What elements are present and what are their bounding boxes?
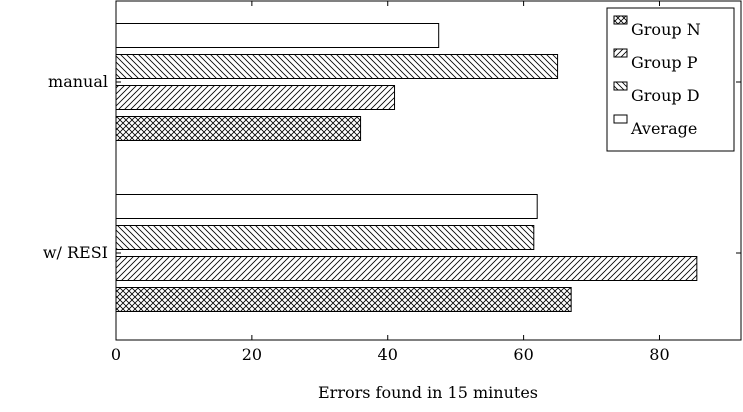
bar-group-p-w-resi <box>115 256 698 281</box>
legend-swatch-group-p <box>613 48 628 58</box>
bar-group-p-manual <box>115 85 396 110</box>
x-tick-label: 0 <box>111 345 121 364</box>
x-tick-label: 40 <box>378 345 398 364</box>
legend-label-group-d: Group D <box>631 86 700 105</box>
x-axis-title: Errors found in 15 minutes <box>318 383 538 402</box>
legend-swatch-group-d <box>613 81 628 91</box>
bar-group-d-manual <box>115 54 559 79</box>
y-axis-ticks: manual w/ RESI <box>43 72 741 262</box>
bar-average-w-resi <box>115 194 538 219</box>
bars <box>115 23 698 312</box>
x-axis-ticks: 0 20 40 60 80 <box>111 1 670 364</box>
legend-swatch-average <box>613 114 628 124</box>
legend: Group N Group P Group D Average <box>606 7 735 152</box>
legend-label-group-p: Group P <box>631 53 698 72</box>
plot-area-frame <box>115 0 742 341</box>
bar-group-n-manual <box>115 116 362 141</box>
bar-group-d-w-resi <box>115 225 535 250</box>
legend-label-group-n: Group N <box>631 20 701 39</box>
legend-box <box>606 7 735 152</box>
legend-label-average: Average <box>630 119 697 138</box>
bar-group-n-w-resi <box>115 287 572 312</box>
bar-average-manual <box>115 23 440 48</box>
category-label-manual: manual <box>48 72 108 91</box>
x-tick-label: 20 <box>242 345 262 364</box>
x-tick-label: 80 <box>649 345 669 364</box>
category-label-w-resi: w/ RESI <box>43 243 108 262</box>
x-tick-label: 60 <box>513 345 533 364</box>
legend-swatch-group-n <box>613 15 628 25</box>
